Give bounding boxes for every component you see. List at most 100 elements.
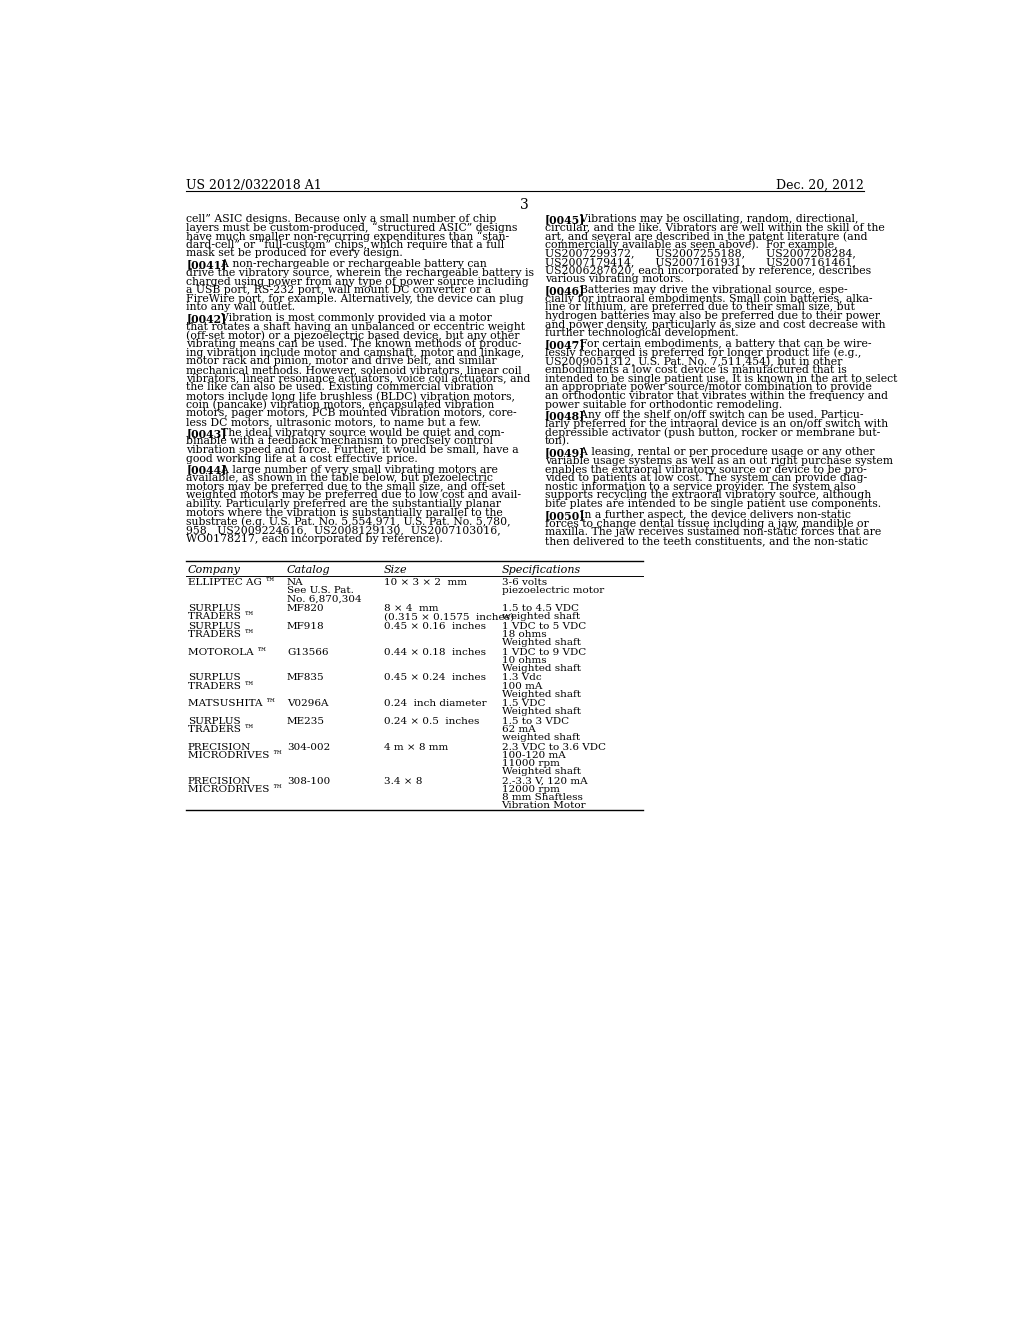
Text: vibration speed and force. Further, it would be small, have a: vibration speed and force. Further, it w… [186,445,519,455]
Text: 8 × 4  mm: 8 × 4 mm [384,605,438,614]
Text: 18 ohms: 18 ohms [502,630,546,639]
Text: 1 VDC to 5 VDC: 1 VDC to 5 VDC [502,622,586,631]
Text: 12000 rpm: 12000 rpm [502,784,559,793]
Text: vibrating means can be used. The known methods of produc-: vibrating means can be used. The known m… [186,339,521,350]
Text: ELLIPTEC AG ™: ELLIPTEC AG ™ [187,578,275,587]
Text: SURPLUS: SURPLUS [187,717,241,726]
Text: weighted shaft: weighted shaft [502,733,580,742]
Text: that rotates a shaft having an unbalanced or eccentric weight: that rotates a shaft having an unbalance… [186,322,525,331]
Text: 100 mA: 100 mA [502,681,542,690]
Text: circular, and the like. Vibrators are well within the skill of the: circular, and the like. Vibrators are we… [545,223,885,232]
Text: various vibrating motors.: various vibrating motors. [545,275,684,284]
Text: [0044]: [0044] [186,465,226,475]
Text: SURPLUS: SURPLUS [187,605,241,614]
Text: layers must be custom-produced, “structured ASIC” designs: layers must be custom-produced, “structu… [186,223,517,234]
Text: a USB port, RS-232 port, wall mount DC converter or a: a USB port, RS-232 port, wall mount DC c… [186,285,492,296]
Text: 2.3 VDC to 3.6 VDC: 2.3 VDC to 3.6 VDC [502,743,605,752]
Text: In a further aspect, the device delivers non-static: In a further aspect, the device delivers… [566,510,851,520]
Text: dard-cell” or “full-custom” chips, which require that a full: dard-cell” or “full-custom” chips, which… [186,240,505,251]
Text: A large number of very small vibrating motors are: A large number of very small vibrating m… [207,465,498,475]
Text: further technological development.: further technological development. [545,329,738,338]
Text: supports recycling the extraoral vibratory source, although: supports recycling the extraoral vibrato… [545,491,871,500]
Text: vibrators, linear resonance actuators, voice coil actuators, and: vibrators, linear resonance actuators, v… [186,374,530,384]
Text: line or lithium, are preferred due to their small size, but: line or lithium, are preferred due to th… [545,302,855,313]
Text: larly preferred for the intraoral device is an on/off switch with: larly preferred for the intraoral device… [545,420,888,429]
Text: MICRODRIVES ™: MICRODRIVES ™ [187,784,283,793]
Text: depressible activator (push button, rocker or membrane but-: depressible activator (push button, rock… [545,428,881,438]
Text: WO0178217, each incorporated by reference).: WO0178217, each incorporated by referenc… [186,533,443,544]
Text: [0047]: [0047] [545,339,586,350]
Text: NA: NA [287,578,303,587]
Text: MOTOROLA ™: MOTOROLA ™ [187,648,267,656]
Text: MICRODRIVES ™: MICRODRIVES ™ [187,751,283,760]
Text: Batteries may drive the vibrational source, espe-: Batteries may drive the vibrational sour… [566,285,848,296]
Text: power suitable for orthodontic remodeling.: power suitable for orthodontic remodelin… [545,400,782,409]
Text: Company: Company [187,565,241,576]
Text: PRECISION: PRECISION [187,743,251,752]
Text: The ideal vibratory source would be quiet and com-: The ideal vibratory source would be quie… [207,428,505,438]
Text: [0042]: [0042] [186,313,226,325]
Text: Weighted shaft: Weighted shaft [502,708,581,717]
Text: US2007299372,      US2007255188,      US2007208284,: US2007299372, US2007255188, US2007208284… [545,248,856,259]
Text: 100-120 mA: 100-120 mA [502,751,565,760]
Text: charged using power from any type of power source including: charged using power from any type of pow… [186,276,528,286]
Text: See U.S. Pat.: See U.S. Pat. [287,586,353,595]
Text: [0050]: [0050] [545,510,586,521]
Text: available, as shown in the table below, but piezoelectric: available, as shown in the table below, … [186,473,493,483]
Text: maxilla. The jaw receives sustained non-static forces that are: maxilla. The jaw receives sustained non-… [545,527,882,537]
Text: TRADERS ™: TRADERS ™ [187,681,254,690]
Text: MATSUSHITA ™: MATSUSHITA ™ [187,700,275,709]
Text: the like can also be used. Existing commercial vibration: the like can also be used. Existing comm… [186,383,494,392]
Text: No. 6,870,304: No. 6,870,304 [287,594,361,603]
Text: 1 VDC to 9 VDC: 1 VDC to 9 VDC [502,648,586,656]
Text: 1.3 Vdc: 1.3 Vdc [502,673,541,682]
Text: SURPLUS: SURPLUS [187,622,241,631]
Text: Vibration is most commonly provided via a motor: Vibration is most commonly provided via … [207,313,493,323]
Text: A leasing, rental or per procedure usage or any other: A leasing, rental or per procedure usage… [566,447,874,457]
Text: Weighted shaft: Weighted shaft [502,689,581,698]
Text: US2007179414,      US2007161931,      US2007161461,: US2007179414, US2007161931, US2007161461… [545,257,856,267]
Text: V0296A: V0296A [287,700,329,709]
Text: motors may be preferred due to the small size, and off-set: motors may be preferred due to the small… [186,482,505,492]
Text: ME235: ME235 [287,717,325,726]
Text: FireWire port, for example. Alternatively, the device can plug: FireWire port, for example. Alternativel… [186,294,523,304]
Text: A non-rechargeable or rechargeable battery can: A non-rechargeable or rechargeable batte… [207,259,487,269]
Text: ing vibration include motor and camshaft, motor and linkage,: ing vibration include motor and camshaft… [186,348,524,358]
Text: vided to patients at low cost. The system can provide diag-: vided to patients at low cost. The syste… [545,473,867,483]
Text: forces to change dental tissue including a jaw, mandible or: forces to change dental tissue including… [545,519,868,528]
Text: good working life at a cost effective price.: good working life at a cost effective pr… [186,454,418,463]
Text: motor rack and pinion, motor and drive belt, and similar: motor rack and pinion, motor and drive b… [186,356,497,367]
Text: 10 ohms: 10 ohms [502,656,546,665]
Text: cially for intraoral embodiments. Small coin batteries, alka-: cially for intraoral embodiments. Small … [545,294,872,304]
Text: [0041]: [0041] [186,259,226,271]
Text: TRADERS ™: TRADERS ™ [187,725,254,734]
Text: cell” ASIC designs. Because only a small number of chip: cell” ASIC designs. Because only a small… [186,214,497,224]
Text: 2.-3.3 V, 120 mA: 2.-3.3 V, 120 mA [502,776,587,785]
Text: bite plates are intended to be single patient use components.: bite plates are intended to be single pa… [545,499,881,510]
Text: 8 mm Shaftless: 8 mm Shaftless [502,793,583,801]
Text: piezoelectric motor: piezoelectric motor [502,586,604,595]
Text: 0.45 × 0.16  inches: 0.45 × 0.16 inches [384,622,485,631]
Text: US2006287620, each incorporated by reference, describes: US2006287620, each incorporated by refer… [545,265,871,276]
Text: Weighted shaft: Weighted shaft [502,767,581,776]
Text: MF918: MF918 [287,622,325,631]
Text: US 2012/0322018 A1: US 2012/0322018 A1 [186,180,322,193]
Text: TRADERS ™: TRADERS ™ [187,612,254,622]
Text: an appropriate power source/motor combination to provide: an appropriate power source/motor combin… [545,383,871,392]
Text: drive the vibratory source, wherein the rechargeable battery is: drive the vibratory source, wherein the … [186,268,535,279]
Text: then delivered to the teeth constituents, and the non-static: then delivered to the teeth constituents… [545,536,868,546]
Text: Weighted shaft: Weighted shaft [502,664,581,673]
Text: Vibration Motor: Vibration Motor [502,801,586,810]
Text: ton).: ton). [545,437,570,446]
Text: motors include long life brushless (BLDC) vibration motors,: motors include long life brushless (BLDC… [186,391,515,401]
Text: intended to be single patient use. It is known in the art to select: intended to be single patient use. It is… [545,374,897,384]
Text: [0048]: [0048] [545,411,585,421]
Text: For certain embodiments, a battery that can be wire-: For certain embodiments, a battery that … [566,339,871,350]
Text: 1.5 to 3 VDC: 1.5 to 3 VDC [502,717,568,726]
Text: mechanical methods. However, solenoid vibrators, linear coil: mechanical methods. However, solenoid vi… [186,366,522,375]
Text: Dec. 20, 2012: Dec. 20, 2012 [776,180,864,193]
Text: art, and several are described in the patent literature (and: art, and several are described in the pa… [545,231,867,242]
Text: US2009051312, U.S. Pat. No. 7,511,454), but in other: US2009051312, U.S. Pat. No. 7,511,454), … [545,356,843,367]
Text: 3-6 volts: 3-6 volts [502,578,547,587]
Text: lessly recharged is preferred for longer product life (e.g.,: lessly recharged is preferred for longer… [545,348,861,359]
